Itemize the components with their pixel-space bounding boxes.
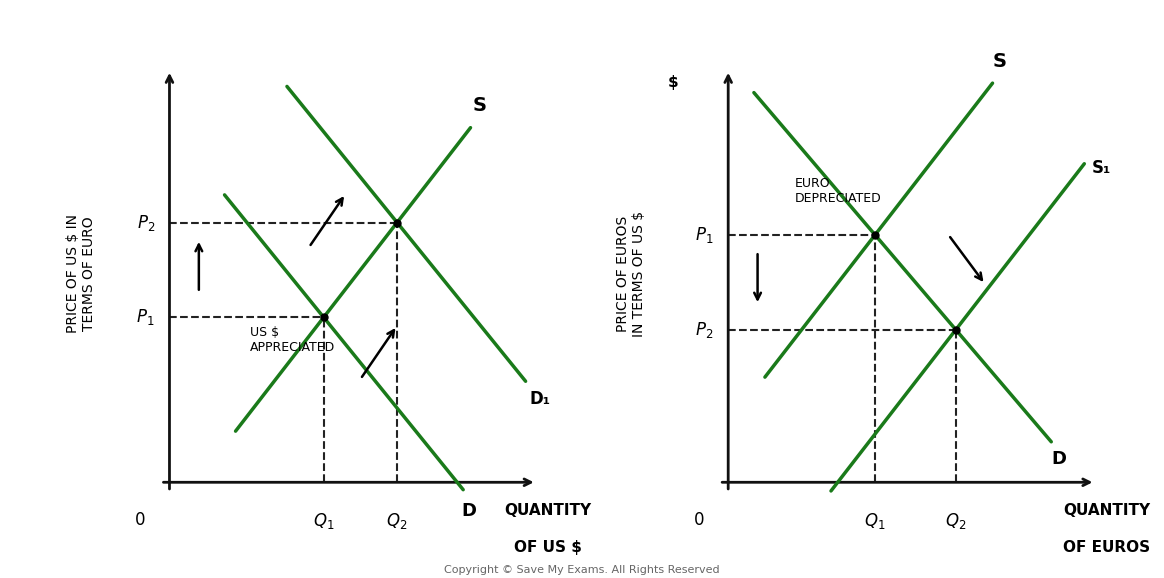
Text: $Q_2$: $Q_2$ — [386, 511, 407, 531]
Text: S: S — [473, 97, 487, 115]
Text: D: D — [1051, 450, 1066, 468]
Text: D₁: D₁ — [530, 390, 551, 407]
Text: S: S — [993, 52, 1007, 71]
Text: US $
APPRECIATED: US $ APPRECIATED — [250, 325, 335, 354]
Text: EURO
DEPRECIATED: EURO DEPRECIATED — [794, 177, 881, 205]
Text: $Q_1$: $Q_1$ — [865, 511, 886, 531]
Text: S₁: S₁ — [1092, 159, 1110, 177]
Text: PRICE OF US $ IN
TERMS OF EURO: PRICE OF US $ IN TERMS OF EURO — [66, 214, 97, 334]
Text: $P_1$: $P_1$ — [695, 225, 714, 245]
Text: 0: 0 — [135, 511, 146, 529]
Text: 0: 0 — [694, 511, 704, 529]
Text: PRICE OF EUROS
IN TERMS OF US $: PRICE OF EUROS IN TERMS OF US $ — [616, 210, 646, 337]
Text: $P_2$: $P_2$ — [136, 213, 155, 232]
Text: OF US $: OF US $ — [513, 540, 582, 555]
Text: D: D — [461, 502, 476, 520]
Text: $Q_1$: $Q_1$ — [313, 511, 334, 531]
Text: Copyright © Save My Exams. All Rights Reserved: Copyright © Save My Exams. All Rights Re… — [445, 565, 719, 575]
Text: QUANTITY: QUANTITY — [504, 503, 591, 518]
Text: $P_1$: $P_1$ — [136, 307, 155, 327]
Text: $Q_2$: $Q_2$ — [945, 511, 966, 531]
Text: OF EUROS: OF EUROS — [1063, 540, 1150, 555]
Text: QUANTITY: QUANTITY — [1063, 503, 1150, 518]
Text: $: $ — [668, 75, 679, 90]
Text: $P_2$: $P_2$ — [695, 320, 714, 340]
